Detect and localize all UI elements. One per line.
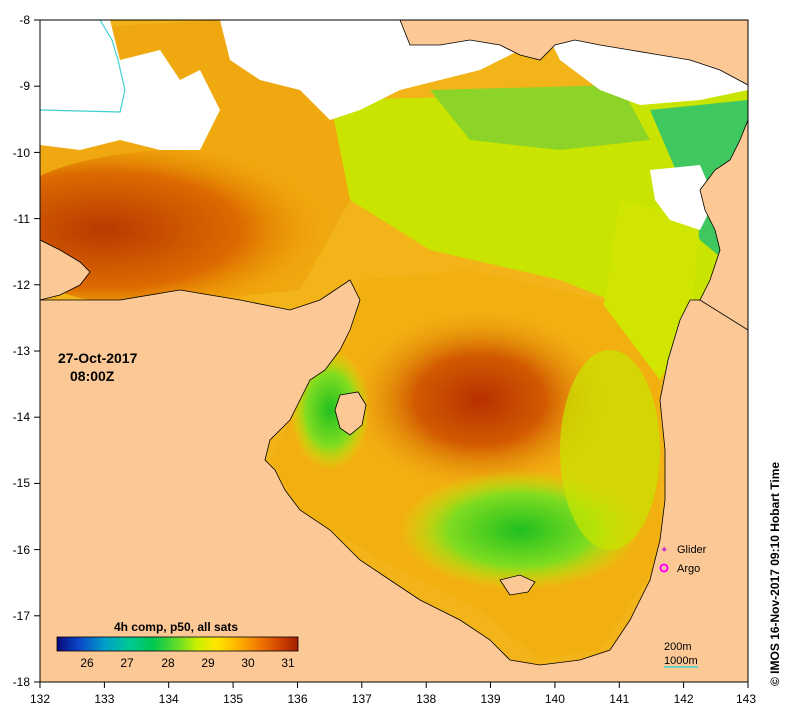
lat-tick-label: -10 [13, 146, 31, 160]
argo-marker-icon [659, 563, 669, 573]
lon-tick-label: 136 [287, 692, 307, 706]
lon-axis: 132 133 134 135 136 137 138 139 140 141 … [30, 682, 756, 706]
glider-marker-icon: ✦ [660, 545, 668, 556]
lon-tick-label: 143 [736, 692, 756, 706]
argo-label: Argo [677, 563, 700, 575]
lat-tick-label: -9 [19, 79, 30, 93]
platform-legend: ✦ Glider Argo [659, 544, 707, 575]
lat-tick-label: -13 [13, 344, 31, 358]
glider-label: Glider [677, 544, 707, 556]
lon-tick-label: 135 [223, 692, 243, 706]
lat-tick-label: -11 [14, 212, 31, 226]
lat-axis: -8 -9 -10 -11 -12 -13 -14 -15 -16 -17 -1… [13, 13, 40, 689]
lon-tick-label: 140 [545, 692, 565, 706]
lat-tick-label: -8 [19, 13, 30, 27]
no-data-east-patch [650, 165, 715, 230]
land-arnhem-north [40, 239, 91, 301]
colorbar-tick-label: 27 [120, 656, 134, 670]
sea-west-hot [40, 150, 370, 310]
colorbar: 4h comp, p50, all sats 26 27 28 29 30 31 [56, 620, 299, 670]
colorbar-tick-label: 28 [161, 656, 175, 670]
lon-tick-label: 139 [480, 692, 500, 706]
lon-tick-label: 132 [30, 692, 50, 706]
imos-credit: © IMOS 16-Nov-2017 09:10 Hobart Time [768, 462, 782, 686]
contour-legend: 200m 1000m [664, 641, 698, 668]
contour-200m [40, 20, 126, 113]
sea-gulf-east-yellow [560, 350, 660, 550]
land-mornington-island [499, 574, 536, 596]
land-new-guinea [399, 20, 748, 86]
lat-tick-label: -14 [13, 410, 31, 424]
sea-gulf-hot-core [350, 310, 610, 490]
land-groote-eylandt [334, 391, 367, 436]
sea-north-green [430, 85, 650, 150]
colorbar-tick-label: 30 [241, 656, 255, 670]
lat-tick-label: -17 [13, 609, 31, 623]
map-plot-area [40, 20, 748, 682]
lat-tick-label: -18 [13, 675, 31, 689]
lon-tick-label: 137 [352, 692, 372, 706]
colorbar-title: 4h comp, p50, all sats [114, 620, 238, 634]
lon-tick-label: 134 [159, 692, 179, 706]
colorbar-tick-label: 26 [80, 656, 94, 670]
lon-tick-label: 133 [94, 692, 114, 706]
contour-200m-label: 200m [664, 641, 692, 653]
colorbar-tick-label: 31 [281, 656, 295, 670]
lat-tick-label: -15 [13, 476, 31, 490]
land-australia [40, 279, 748, 682]
lat-tick-label: -12 [13, 278, 31, 292]
lon-tick-label: 141 [609, 692, 629, 706]
colorbar-ramp [56, 636, 299, 652]
lon-tick-label: 142 [674, 692, 694, 706]
lon-tick-label: 138 [416, 692, 436, 706]
map-time: 08:00Z [70, 368, 115, 384]
map-date: 27-Oct-2017 [58, 350, 138, 366]
colorbar-tick-label: 29 [201, 656, 215, 670]
no-data-north-west [40, 20, 220, 150]
no-data-north-mid [220, 20, 540, 120]
lat-tick-label: -16 [13, 543, 31, 557]
contour-1000m-label: 1000m [664, 655, 698, 667]
